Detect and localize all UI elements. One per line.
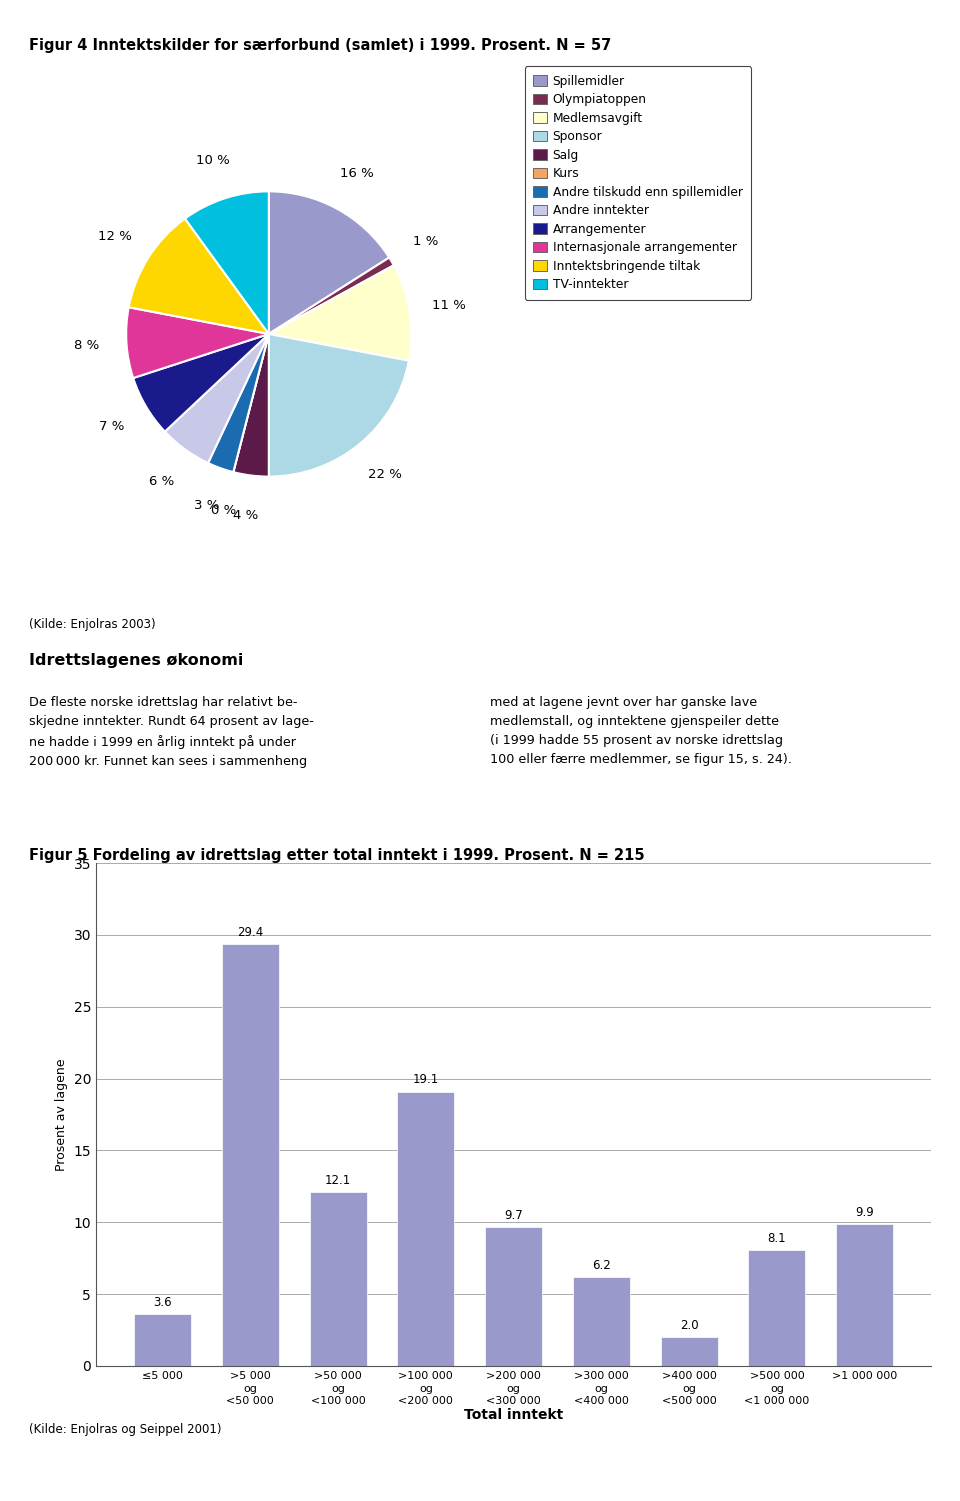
Legend: Spillemidler, Olympiatoppen, Medlemsavgift, Sponsor, Salg, Kurs, Andre tilskudd : Spillemidler, Olympiatoppen, Medlemsavgi… xyxy=(524,66,751,300)
Text: 22 %: 22 % xyxy=(369,468,402,482)
Bar xyxy=(749,1249,805,1366)
Text: 3 %: 3 % xyxy=(194,500,220,512)
Text: Figur 5 Fordeling av idrettslag etter total inntekt i 1999. Prosent. N = 215: Figur 5 Fordeling av idrettslag etter to… xyxy=(29,848,644,863)
Text: 2.0: 2.0 xyxy=(680,1319,699,1333)
Wedge shape xyxy=(233,335,269,477)
Bar xyxy=(309,1192,367,1366)
Text: Figur 4 Inntektskilder for særforbund (samlet) i 1999. Prosent. N = 57: Figur 4 Inntektskilder for særforbund (s… xyxy=(29,38,612,53)
Text: 9.9: 9.9 xyxy=(855,1205,875,1219)
Wedge shape xyxy=(269,335,409,477)
Bar xyxy=(134,1315,191,1366)
Text: 4 %: 4 % xyxy=(233,509,258,521)
Wedge shape xyxy=(269,266,412,360)
Bar xyxy=(660,1337,718,1366)
Wedge shape xyxy=(269,258,394,335)
Bar xyxy=(573,1277,630,1366)
Wedge shape xyxy=(233,335,269,473)
Text: Idrettslagenes økonomi: Idrettslagenes økonomi xyxy=(29,653,243,668)
Text: 6.2: 6.2 xyxy=(592,1259,611,1271)
Text: 29.4: 29.4 xyxy=(237,926,263,938)
Wedge shape xyxy=(165,335,269,462)
Text: Total inntekt: Total inntekt xyxy=(464,1408,564,1421)
Text: 8 %: 8 % xyxy=(74,339,99,351)
Wedge shape xyxy=(129,219,269,335)
Text: 13: 13 xyxy=(469,1457,491,1472)
Wedge shape xyxy=(185,191,269,335)
Text: 16 %: 16 % xyxy=(340,168,373,180)
Text: 12.1: 12.1 xyxy=(324,1174,351,1187)
Text: 12 %: 12 % xyxy=(98,230,132,243)
Wedge shape xyxy=(208,335,269,473)
Bar xyxy=(485,1226,542,1366)
Text: 1 %: 1 % xyxy=(413,234,439,248)
Text: 9.7: 9.7 xyxy=(504,1208,523,1222)
Text: 7 %: 7 % xyxy=(99,420,125,434)
Y-axis label: Prosent av lagene: Prosent av lagene xyxy=(55,1058,68,1171)
Text: 0 %: 0 % xyxy=(211,504,236,518)
Text: 11 %: 11 % xyxy=(432,299,466,312)
Bar xyxy=(836,1223,893,1366)
Text: 6 %: 6 % xyxy=(149,476,174,488)
Text: med at lagene jevnt over har ganske lave
medlemstall, og inntektene gjenspeiler : med at lagene jevnt over har ganske lave… xyxy=(490,696,791,767)
Text: 19.1: 19.1 xyxy=(413,1073,439,1087)
Text: (Kilde: Enjolras 2003): (Kilde: Enjolras 2003) xyxy=(29,618,156,632)
Wedge shape xyxy=(126,308,269,378)
Text: 3.6: 3.6 xyxy=(154,1297,172,1309)
Wedge shape xyxy=(269,191,389,335)
Text: De fleste norske idrettslag har relativt be-
skjedne inntekter. Rundt 64 prosent: De fleste norske idrettslag har relativt… xyxy=(29,696,314,769)
Text: 8.1: 8.1 xyxy=(768,1231,786,1244)
Text: 10 %: 10 % xyxy=(196,153,229,167)
Bar xyxy=(397,1091,454,1366)
Text: (Kilde: Enjolras og Seippel 2001): (Kilde: Enjolras og Seippel 2001) xyxy=(29,1423,222,1436)
Wedge shape xyxy=(133,335,269,432)
Bar xyxy=(222,944,278,1366)
